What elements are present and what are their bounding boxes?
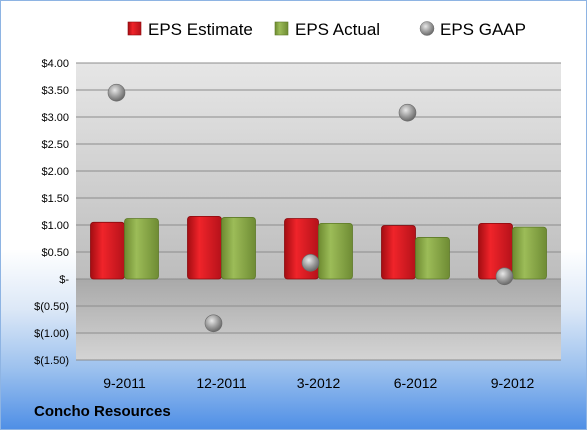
eps-gaap-point: [107, 83, 126, 102]
eps-estimate-bar: [90, 221, 125, 280]
y-tick-label: $-: [59, 274, 69, 286]
legend-gaap-swatch: [419, 21, 435, 36]
plot-area-negative: [76, 279, 561, 360]
x-tick-label: 9-2011: [103, 375, 146, 391]
y-tick-label: $1.00: [41, 220, 69, 232]
y-tick-label: $0.50: [41, 247, 69, 259]
y-tick-label: $(1.00): [34, 328, 69, 340]
y-tick-label: $1.50: [41, 193, 69, 205]
y-tick-label: $(1.50): [34, 355, 69, 367]
legend-label: EPS Estimate: [148, 20, 253, 39]
x-tick-label: 12-2011: [196, 375, 247, 391]
eps-actual-bar: [318, 222, 353, 280]
eps-gaap-point: [204, 314, 223, 333]
legend-label: EPS Actual: [295, 20, 380, 39]
eps-gaap-point: [495, 267, 514, 286]
y-tick-label: $(0.50): [34, 301, 69, 313]
eps-actual-bar: [124, 218, 159, 280]
legend-estimate-swatch: [127, 21, 142, 36]
legend-actual-swatch: [274, 21, 289, 36]
eps-actual-bar: [512, 226, 547, 280]
eps-actual-bar: [221, 217, 256, 280]
eps-estimate-bar: [381, 225, 416, 280]
company-name: Concho Resources: [34, 403, 171, 420]
x-tick-label: 9-2012: [491, 375, 535, 391]
y-tick-label: $2.00: [41, 166, 69, 178]
y-tick-label: $2.50: [41, 139, 69, 151]
y-tick-label: $4.00: [41, 58, 69, 70]
x-tick-label: 3-2012: [297, 375, 341, 391]
eps-actual-bar: [415, 237, 450, 280]
eps-gaap-point: [398, 103, 417, 122]
eps-gaap-point: [301, 253, 320, 272]
eps-estimate-bar: [187, 215, 222, 280]
y-tick-label: $3.00: [41, 112, 69, 124]
x-tick-label: 6-2012: [394, 375, 438, 391]
y-tick-label: $3.50: [41, 85, 69, 97]
legend-label: EPS GAAP: [440, 20, 526, 39]
